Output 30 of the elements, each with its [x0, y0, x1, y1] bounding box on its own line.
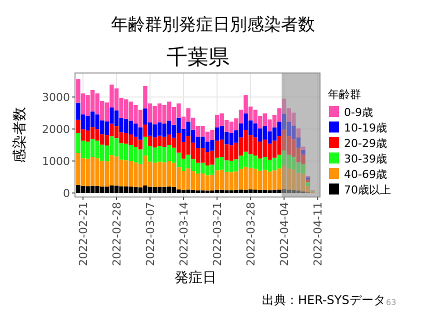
bar	[296, 128, 301, 138]
x-tick-label: 2022-02-28	[110, 202, 124, 266]
bar	[306, 180, 310, 182]
x-tick-label: 2022-03-14	[178, 202, 191, 266]
y-tick-label: 0	[63, 187, 70, 200]
x-axis-title: 発症日	[174, 270, 216, 286]
legend-label: 30-39歳	[344, 152, 387, 166]
legend-label: 70歳以上	[344, 184, 391, 196]
y-tick-label: 2000	[42, 123, 70, 136]
source-note: 出典：HER-SYSデータ	[262, 293, 386, 307]
chart-subtitle: 千葉県	[166, 45, 230, 69]
y-tick-label: 1000	[42, 155, 70, 168]
legend-label: 10-19歳	[344, 122, 387, 134]
legend-label: 0-9歳	[344, 106, 373, 119]
bar	[306, 182, 310, 186]
x-tick-label: 2022-04-11	[312, 202, 325, 266]
text: 63	[386, 298, 396, 307]
y-tick-label: 3000	[42, 91, 70, 104]
legend-label: 40-69歳	[344, 168, 387, 181]
legend-title: 年齢群	[328, 88, 361, 101]
x-tick-label: 2022-03-21	[211, 202, 224, 266]
bar	[301, 150, 306, 155]
x-tick-label: 2022-04-04	[278, 202, 292, 266]
y-axis-title: 感染者数	[12, 107, 28, 163]
x-tick-label: 2022-03-28	[244, 202, 258, 266]
legend-label: 20-29歳	[344, 137, 387, 150]
chart-title: 年齢群別発症日別感染者数	[111, 15, 315, 35]
x-tick-label: 2022-02-21	[76, 202, 90, 266]
x-tick-label: 2022-03-07	[144, 202, 158, 266]
bar	[301, 146, 306, 150]
